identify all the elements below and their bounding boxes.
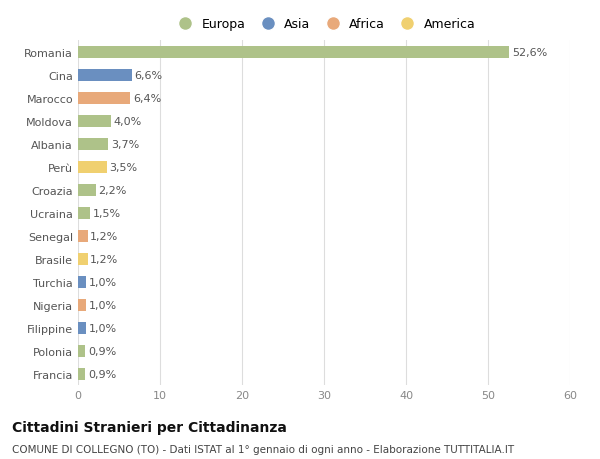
Text: 1,2%: 1,2% (90, 231, 119, 241)
Bar (78, 276, 86, 289)
Text: Cittadini Stranieri per Cittadinanza: Cittadini Stranieri per Cittadinanza (12, 420, 287, 434)
Text: 4,0%: 4,0% (113, 117, 142, 127)
Text: 0,9%: 0,9% (88, 346, 116, 356)
Bar (78, 46, 509, 59)
Bar (78, 368, 85, 381)
Text: 52,6%: 52,6% (512, 48, 547, 58)
Text: 6,4%: 6,4% (133, 94, 161, 104)
Text: 1,2%: 1,2% (90, 254, 119, 264)
Text: 3,7%: 3,7% (111, 140, 139, 150)
Bar (78, 138, 109, 151)
Text: 1,5%: 1,5% (93, 208, 121, 218)
Bar (78, 92, 130, 105)
Text: 1,0%: 1,0% (89, 277, 117, 287)
Bar (78, 69, 132, 82)
Bar (78, 184, 96, 197)
Text: 1,0%: 1,0% (89, 323, 117, 333)
Text: 2,2%: 2,2% (98, 185, 127, 196)
Bar (78, 115, 111, 128)
Bar (78, 322, 86, 335)
Bar (78, 345, 85, 358)
Legend: Europa, Asia, Africa, America: Europa, Asia, Africa, America (167, 13, 481, 36)
Text: 3,5%: 3,5% (109, 162, 137, 173)
Text: 1,0%: 1,0% (89, 300, 117, 310)
Bar (78, 207, 90, 220)
Bar (78, 161, 107, 174)
Bar (78, 253, 88, 266)
Text: 0,9%: 0,9% (88, 369, 116, 379)
Bar (78, 230, 88, 243)
Text: COMUNE DI COLLEGNO (TO) - Dati ISTAT al 1° gennaio di ogni anno - Elaborazione T: COMUNE DI COLLEGNO (TO) - Dati ISTAT al … (12, 444, 514, 454)
Bar (78, 299, 86, 312)
Text: 6,6%: 6,6% (134, 71, 163, 81)
